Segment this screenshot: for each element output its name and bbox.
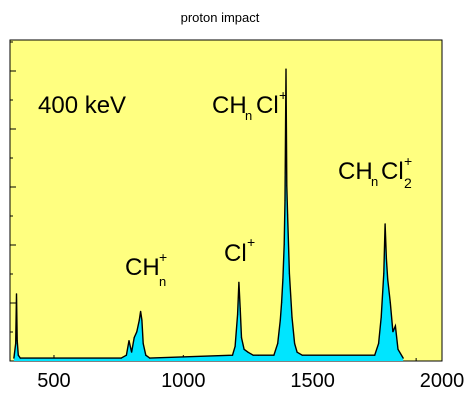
data-point — [243, 348, 245, 350]
data-point — [120, 357, 122, 359]
data-point — [257, 354, 259, 356]
data-point — [15, 293, 18, 295]
peak-label-chncl2-sub2: 2 — [404, 175, 412, 191]
data-point — [145, 354, 147, 356]
data-point — [234, 345, 236, 347]
data-point — [16, 340, 18, 342]
data-point — [397, 348, 399, 350]
data-point — [279, 319, 281, 321]
data-point — [385, 258, 387, 260]
data-point — [392, 331, 394, 333]
data-point — [136, 331, 138, 333]
data-point — [13, 357, 15, 359]
peak-label-chncl2: CH n Cl 2 + — [338, 153, 412, 191]
spectrum-points — [13, 68, 404, 359]
x-tick-label: 1500 — [290, 370, 335, 392]
data-point — [402, 357, 404, 359]
data-point — [294, 342, 296, 345]
x-tick-label: 1000 — [161, 370, 206, 392]
data-point — [240, 337, 243, 339]
data-point — [284, 199, 286, 201]
chart-title: proton impact — [181, 10, 260, 25]
peak-label-chncl: CH n Cl + — [212, 87, 287, 123]
data-point — [291, 316, 293, 318]
data-point — [282, 278, 284, 280]
energy-label: 400 keV — [38, 92, 126, 119]
y-axis-ticks — [10, 41, 16, 333]
peak-label-chncl-mid: Cl — [256, 92, 279, 119]
data-point — [149, 357, 151, 359]
peak-label-chncl-sup: + — [279, 87, 287, 103]
x-tick-label: 500 — [37, 370, 70, 392]
data-point — [283, 243, 285, 245]
data-point — [19, 357, 21, 359]
data-point — [239, 307, 241, 309]
data-point — [288, 272, 290, 274]
data-point — [374, 354, 376, 356]
peak-label-ch-sup: + — [159, 249, 167, 265]
data-point — [138, 319, 140, 321]
peak-label-chncl2-sup: + — [404, 153, 412, 169]
plot-area — [9, 39, 443, 362]
x-tick-label: 2000 — [420, 370, 465, 392]
data-point — [141, 319, 143, 321]
data-point — [277, 342, 279, 345]
data-point — [285, 68, 287, 70]
data-point — [140, 310, 142, 312]
data-point — [128, 340, 130, 342]
peak-label-ch-sub: n — [159, 274, 166, 289]
data-point — [380, 316, 382, 318]
data-point — [238, 281, 240, 283]
peak-label-ch-base: CH — [125, 254, 160, 281]
x-tick-labels: 500 1000 1500 2000 — [37, 370, 464, 392]
peak-label-chncl2-mid: Cl — [381, 158, 404, 185]
data-point — [394, 325, 396, 327]
data-point — [296, 351, 298, 353]
data-point — [384, 223, 386, 225]
data-point — [15, 342, 17, 345]
data-point — [301, 354, 303, 356]
data-point — [125, 354, 127, 356]
peak-label-ch: CH + n — [125, 249, 167, 289]
data-point — [247, 351, 249, 353]
data-point — [387, 278, 389, 280]
peak-label-cl: Cl + — [224, 234, 255, 267]
data-point — [231, 354, 234, 356]
peak-label-chncl-base: CH — [212, 92, 247, 119]
data-point — [287, 214, 289, 216]
data-point — [389, 302, 391, 304]
peak-label-chncl-sub: n — [245, 108, 252, 123]
peak-label-chncl2-sub: n — [371, 174, 378, 189]
data-point — [142, 342, 144, 345]
data-point — [383, 272, 385, 274]
peak-label-cl-base: Cl — [224, 240, 247, 267]
data-point — [133, 337, 135, 339]
peak-label-cl-sup: + — [247, 234, 255, 250]
data-point — [252, 354, 254, 356]
data-point — [286, 185, 288, 187]
data-point — [378, 342, 380, 345]
data-point — [237, 313, 239, 315]
data-point — [281, 302, 283, 304]
data-point — [17, 354, 19, 356]
data-point — [131, 351, 133, 353]
data-point — [273, 354, 275, 356]
peak-label-chncl2-base: CH — [338, 158, 373, 185]
